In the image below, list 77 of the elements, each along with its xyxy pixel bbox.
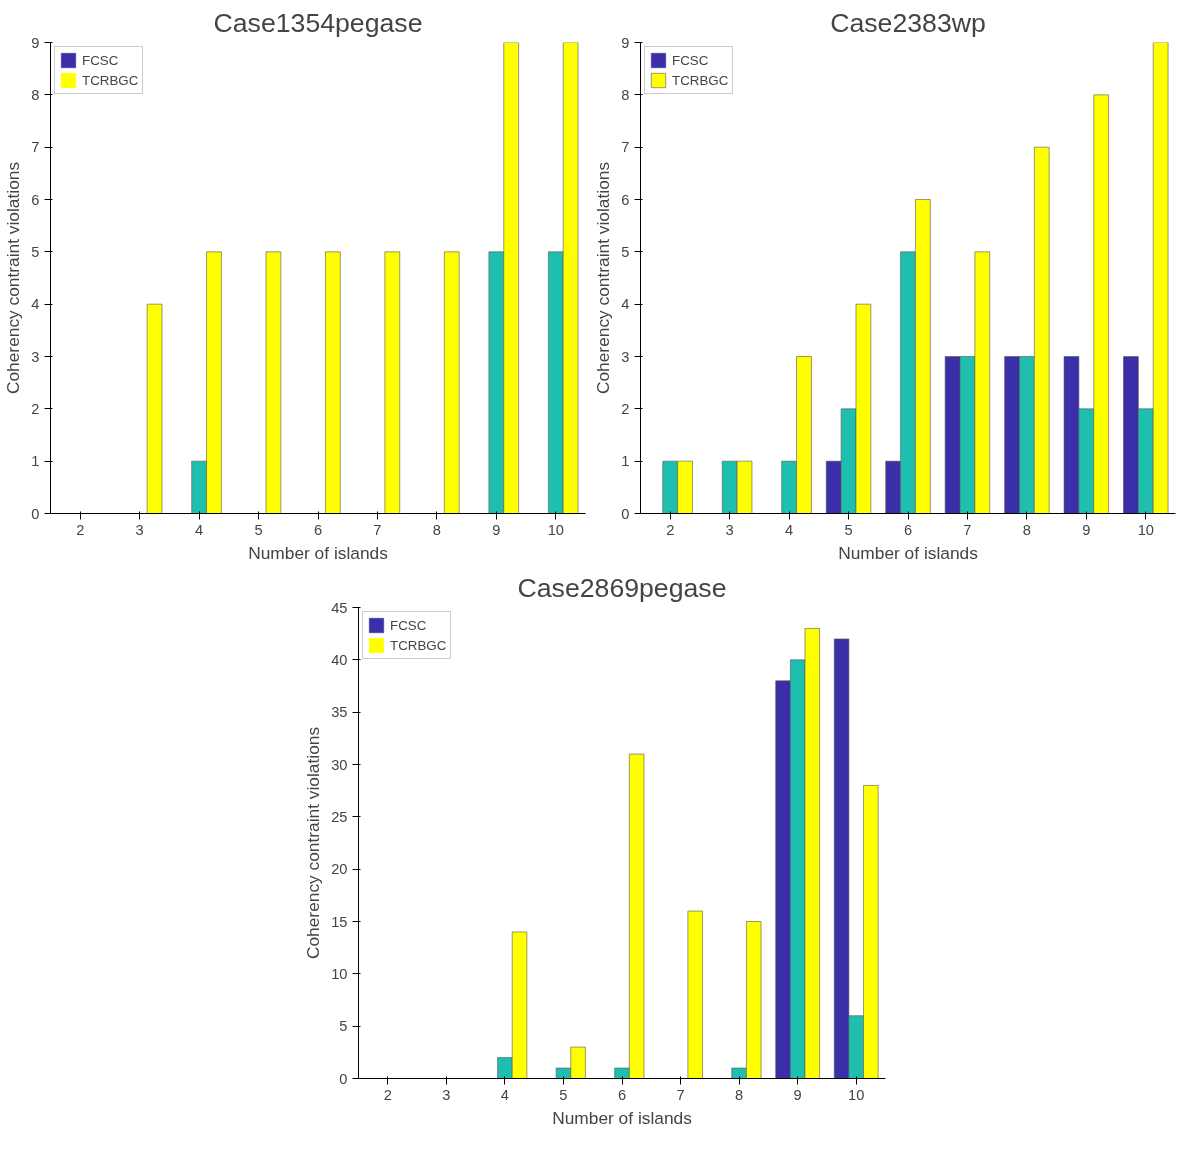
y-tick-label: 3 xyxy=(621,348,630,365)
y-tick-label: 25 xyxy=(331,808,348,825)
legend-label: TCRBGC xyxy=(390,637,447,653)
x-tick-label: 7 xyxy=(373,521,382,538)
y-tick-label: 6 xyxy=(31,191,40,208)
y-tick-label: 40 xyxy=(331,651,348,668)
y-tick-label: 1 xyxy=(621,453,630,470)
x-tick-label: 10 xyxy=(1137,521,1154,538)
y-tick-label: 6 xyxy=(621,191,630,208)
x-tick-label: 9 xyxy=(492,521,501,538)
y-tick-label: 4 xyxy=(31,296,40,313)
legend-label: FCSC xyxy=(672,52,709,68)
x-tick-label: 8 xyxy=(735,1086,744,1103)
y-tick-label: 15 xyxy=(331,913,348,930)
y-tick-label: 4 xyxy=(621,296,630,313)
x-tick-label: 7 xyxy=(963,521,972,538)
x-tick-label: 2 xyxy=(76,521,85,538)
y-axis-title: Coherency contraint violations xyxy=(3,161,24,395)
x-axis-title: Number of islands xyxy=(838,542,979,563)
x-tick-label: 4 xyxy=(785,521,794,538)
x-tick-label: 3 xyxy=(135,521,144,538)
x-tick-label: 9 xyxy=(793,1086,802,1103)
x-axis-title: Number of islands xyxy=(552,1107,693,1128)
y-tick-label: 2 xyxy=(621,400,630,417)
legend-label: TCRBGC xyxy=(82,72,139,88)
y-tick-label: 3 xyxy=(31,348,40,365)
x-tick-label: 3 xyxy=(725,521,734,538)
y-tick-label: 8 xyxy=(621,86,630,103)
bar xyxy=(146,303,163,514)
y-tick-label: 9 xyxy=(621,34,630,51)
x-tick-label: 2 xyxy=(383,1086,392,1103)
x-tick-label: 4 xyxy=(500,1086,509,1103)
y-tick-label: 1 xyxy=(31,453,40,470)
chart-title: Case2869pegase xyxy=(517,572,727,603)
x-tick-label: 5 xyxy=(844,521,853,538)
y-tick-label: 9 xyxy=(31,34,40,51)
y-tick-label: 7 xyxy=(621,139,630,156)
x-tick-label: 5 xyxy=(254,521,263,538)
y-tick-label: 7 xyxy=(31,139,40,156)
y-tick-label: 35 xyxy=(331,704,348,721)
x-tick-label: 6 xyxy=(313,521,323,538)
y-tick-label: 8 xyxy=(31,86,40,103)
bar xyxy=(687,910,703,1079)
x-tick-label: 10 xyxy=(547,521,564,538)
y-tick-label: 2 xyxy=(31,400,40,417)
x-tick-label: 2 xyxy=(666,521,675,538)
legend-label: FCSC xyxy=(390,617,427,633)
x-tick-label: 10 xyxy=(848,1086,865,1103)
y-tick-label: 0 xyxy=(31,505,40,522)
y-tick-label: 45 xyxy=(331,599,348,616)
y-axis-title: Coherency contraint violations xyxy=(593,161,614,395)
x-axis-title: Number of islands xyxy=(248,542,389,563)
x-tick-label: 7 xyxy=(676,1086,685,1103)
legend-label: TCRBGC xyxy=(672,72,729,88)
x-tick-label: 8 xyxy=(1022,521,1031,538)
x-tick-label: 4 xyxy=(195,521,204,538)
chart-title: Case1354pegase xyxy=(213,7,423,38)
y-tick-label: 5 xyxy=(31,243,40,260)
y-tick-label: 5 xyxy=(621,243,630,260)
x-tick-label: 9 xyxy=(1082,521,1091,538)
y-tick-label: 0 xyxy=(339,1070,348,1087)
y-tick-label: 20 xyxy=(331,861,348,878)
y-tick-label: 10 xyxy=(331,965,348,982)
bar xyxy=(444,251,460,514)
bar xyxy=(325,251,341,514)
bar xyxy=(384,251,401,514)
x-tick-label: 5 xyxy=(559,1086,568,1103)
y-tick-label: 5 xyxy=(339,1018,348,1035)
bar xyxy=(265,251,282,514)
chart-title: Case2383wp xyxy=(830,7,986,38)
legend-label: FCSC xyxy=(82,52,119,68)
y-tick-label: 0 xyxy=(621,505,630,522)
y-axis-title: Coherency contraint violations xyxy=(303,726,324,960)
x-tick-label: 8 xyxy=(432,521,441,538)
x-tick-label: 3 xyxy=(442,1086,451,1103)
x-tick-label: 6 xyxy=(903,521,913,538)
y-tick-label: 30 xyxy=(331,756,348,773)
